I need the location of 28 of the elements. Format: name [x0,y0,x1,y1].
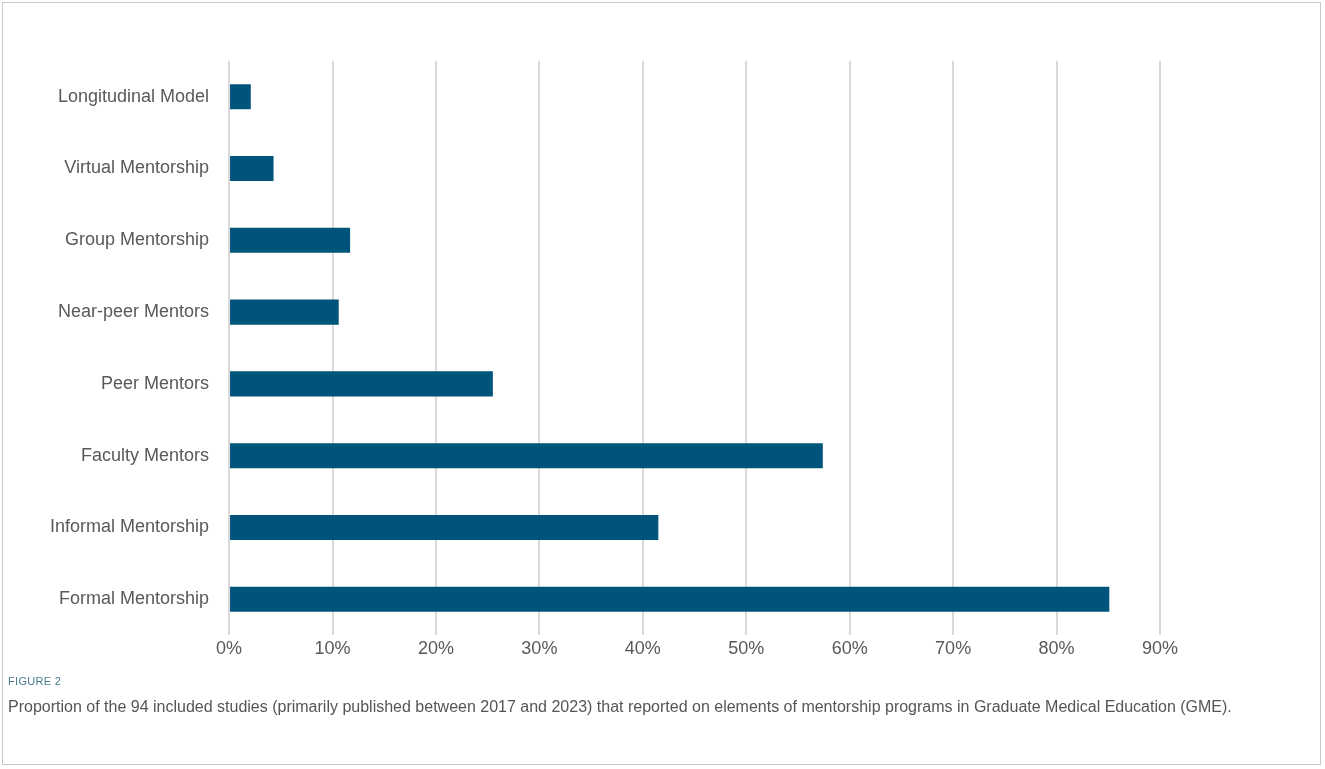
x-tick-label: 70% [935,637,972,658]
x-tick-label: 0% [216,637,243,658]
y-tick-label: Peer Mentors [101,372,210,393]
y-tick-label: Faculty Mentors [81,444,210,465]
bar [230,443,823,469]
x-tick-label: 80% [1038,637,1075,658]
y-tick-label: Informal Mentorship [49,516,210,537]
caption: FIGURE 2 [8,675,62,687]
x-tick-label: 10% [314,637,351,658]
x-tick-label: 50% [728,637,765,658]
x-tick-label: 20% [417,637,454,658]
y-tick-label: Group Mentorship [64,229,210,250]
bar [230,227,351,253]
y-tick-label: Virtual Mentorship [64,157,210,178]
bar [230,299,339,325]
x-tick-label: 90% [1141,637,1179,658]
x-tick-label: 40% [624,637,661,658]
bar [230,514,659,541]
x-tick-label: 30% [521,637,558,658]
bar [230,586,1110,612]
y-tick-label: Longitudinal Model [57,85,210,106]
bar [230,155,274,182]
text: Proportion of the 94 included studies (primarily published between 2017 and 2023) that reported on elements of mentorship programs in Graduate Medical Education (GME). [8,697,1233,717]
bar [230,371,493,397]
x-tick-label: 60% [831,637,868,658]
y-tick-label: Formal Mentorship [59,588,210,609]
y-tick-label: Near-peer Mentors [58,301,210,322]
bar [230,84,251,110]
